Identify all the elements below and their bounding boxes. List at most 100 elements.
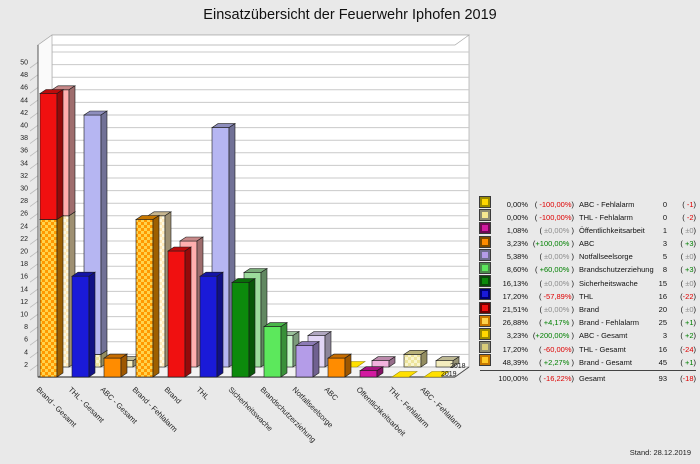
legend-row: 0,00% ( -100,00%) THL - Fehlalarm 0 ( -2) (479, 209, 696, 223)
bar-2019-2 (71, 271, 96, 378)
legend-percent: 21,51% (502, 305, 528, 314)
legend-swatch (479, 235, 491, 248)
svg-text:22: 22 (20, 236, 28, 243)
svg-text:44: 44 (20, 97, 28, 104)
legend-count-change: ( +1) (680, 357, 696, 367)
legend-swatch (479, 288, 491, 301)
svg-text:8: 8 (24, 324, 28, 331)
legend-row: 3,23% (+100,00% ) ABC 3 ( +3) (479, 235, 696, 250)
legend-count: 8 (662, 265, 667, 275)
legend-count-change: ( ±0) (680, 305, 696, 314)
bar-2018-11 (371, 356, 396, 368)
legend-swatch (479, 248, 491, 261)
svg-text:42: 42 (20, 110, 28, 117)
legend-swatch (479, 275, 491, 288)
legend-change-percent: ( +4,17% ) (539, 318, 574, 328)
legend-label: ABC - Gesamt (579, 331, 628, 341)
legend-count-change: ( ±0) (680, 252, 696, 262)
svg-text:46: 46 (20, 85, 28, 92)
legend-count: 0 (662, 212, 667, 222)
bar-2019-1 (39, 88, 64, 378)
bar-2018-13 (435, 356, 460, 368)
legend-change-percent: ( -16,22%) (538, 374, 574, 384)
bar-2019-7 (231, 277, 256, 378)
legend-percent: 48,39% (502, 357, 528, 367)
legend-count: 3 (662, 331, 667, 341)
legend-change-percent: ( +2,27% ) (539, 357, 574, 367)
legend-label: ABC - Fehlalarm (579, 199, 635, 209)
legend-change-percent: ( +60,00% ) (535, 265, 574, 275)
svg-text:6: 6 (24, 337, 28, 344)
legend-change-percent: ( ±0,00% ) (539, 252, 574, 262)
bar-2019-13 (423, 371, 450, 378)
legend-swatch (479, 261, 491, 274)
legend-count: 3 (662, 239, 667, 249)
legend-percent: 0,00% (506, 199, 528, 209)
legend-percent: 3,23% (506, 239, 528, 249)
svg-text:40: 40 (20, 123, 28, 130)
legend-count: 16 (658, 291, 667, 301)
legend-swatch (479, 301, 491, 314)
svg-text:28: 28 (20, 198, 28, 205)
legend-count-change: ( -1) (682, 199, 696, 209)
svg-text:2018: 2018 (450, 363, 466, 370)
legend-label: THL (579, 291, 594, 301)
legend-count: 5 (662, 252, 667, 262)
legend-count-change: (-22) (680, 291, 696, 301)
bar-2019-10 (327, 353, 352, 378)
bar-2019-11 (359, 366, 384, 378)
legend-percent: 26,88% (502, 318, 528, 328)
legend-row: 17,20% ( -57,89%) THL 16 (-22) (479, 288, 696, 302)
legend-percent: 16,13% (502, 278, 528, 288)
svg-text:30: 30 (20, 186, 28, 193)
bar-2019-4 (135, 214, 160, 378)
legend-change-percent: ( -100,00%) (534, 212, 574, 222)
legend-percent: 0,00% (506, 212, 528, 222)
legend-label: Brand - Fehlalarm (579, 318, 640, 328)
legend-count-change: ( -2) (682, 212, 696, 222)
legend-count: 93 (658, 374, 667, 384)
legend-label: Öffentlichkeitsarbeit (579, 225, 645, 235)
legend-count-change: ( +3) (680, 239, 696, 249)
bar-2019-12 (391, 371, 418, 378)
legend-count: 0 (662, 199, 667, 209)
svg-text:10: 10 (20, 312, 28, 319)
svg-text:Brand: Brand (163, 385, 184, 406)
legend-percent: 17,20% (502, 291, 528, 301)
legend-change-percent: ( ±0,00% ) (539, 225, 574, 235)
legend-percent: 1,08% (506, 225, 528, 235)
svg-text:18: 18 (20, 261, 28, 268)
legend-row: 8,60% ( +60,00% ) Brandschutzerziehung 8 ( +… (479, 261, 696, 276)
bar-2019-5 (167, 246, 192, 378)
legend-row: 5,38% ( ±0,00% ) Notfallseelsorge 5 ( ±0) (479, 248, 696, 263)
svg-text:16: 16 (20, 274, 28, 281)
bar-2019-6 (199, 271, 224, 378)
legend-change-percent: ( -60,00%) (538, 344, 574, 354)
svg-text:38: 38 (20, 135, 28, 142)
legend-count: 15 (658, 278, 667, 288)
svg-text:THL: THL (195, 385, 211, 401)
legend-swatch (479, 209, 491, 222)
legend-count: 45 (658, 357, 667, 367)
legend-swatch (479, 327, 491, 340)
legend-count: 16 (658, 344, 667, 354)
legend-label: Brand - Gesamt (579, 357, 632, 367)
legend-change-percent: (+200,00% ) (532, 331, 574, 341)
legend-percent: 3,23% (506, 331, 528, 341)
legend-row: 21,51% ( ±0,00% ) Brand 20 ( ±0) (479, 301, 696, 316)
legend-change-percent: (+100,00% ) (532, 239, 574, 249)
svg-text:36: 36 (20, 148, 28, 155)
svg-text:48: 48 (20, 72, 28, 79)
legend-label: Sicherheitswache (579, 278, 638, 288)
svg-text:4: 4 (24, 349, 28, 356)
legend-change-percent: ( -100,00%) (534, 199, 574, 209)
svg-text:14: 14 (20, 286, 28, 293)
bar-2019-3 (103, 353, 128, 378)
legend-change-percent: ( -57,89%) (538, 291, 574, 301)
svg-text:50: 50 (20, 60, 28, 67)
legend-label: Brandschutzerziehung (579, 265, 654, 275)
